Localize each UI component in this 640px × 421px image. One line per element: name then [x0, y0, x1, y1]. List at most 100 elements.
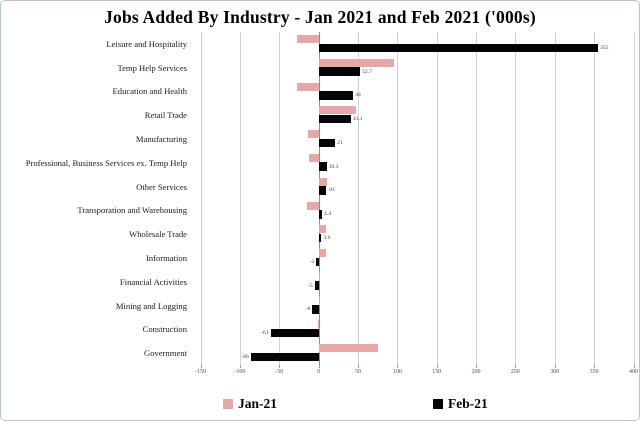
gridline	[515, 32, 517, 365]
category-label: Government	[144, 348, 187, 359]
jan-bar-4	[307, 130, 319, 139]
feb-bar-3	[318, 114, 351, 124]
jan-bar-13	[318, 344, 379, 353]
category-label: Manufacturing	[135, 134, 187, 145]
gridline	[476, 32, 478, 365]
category-label: Retail Trade	[144, 110, 187, 121]
category-label: Leisure and Hospitality	[106, 38, 187, 49]
chart-title: Jobs Added By Industry - Jan 2021 and Fe…	[104, 7, 536, 27]
x-axis-tick	[594, 365, 596, 368]
gridline	[357, 32, 359, 365]
x-tick-label: 150	[432, 369, 442, 375]
data-label: -3	[309, 258, 315, 265]
jan-bar-2	[296, 82, 319, 91]
category-label: Mining and Logging	[115, 300, 187, 311]
x-tick-label: 0	[317, 369, 321, 375]
feb-bar-7	[318, 210, 323, 219]
feb-bar-1	[318, 67, 361, 76]
x-axis-tick	[357, 365, 359, 368]
feb-bar-10	[314, 281, 319, 290]
gridline	[279, 32, 281, 365]
gridline	[554, 32, 556, 365]
category-label: Education and Health	[112, 86, 187, 97]
category-label: Construction	[142, 324, 187, 335]
x-axis-tick	[239, 365, 241, 368]
feb-bar-0	[318, 43, 599, 52]
x-axis-tick	[633, 365, 635, 368]
feb-bar-6	[318, 186, 327, 195]
jan-bar-5	[309, 153, 319, 162]
x-axis-tick	[436, 365, 438, 368]
data-label: 44	[355, 92, 361, 99]
data-label: 41.1	[352, 116, 363, 123]
feb-bar-5	[318, 162, 327, 171]
x-axis-tick	[476, 365, 478, 368]
data-label: 52.7	[362, 68, 372, 75]
jan-bar-0	[297, 35, 319, 43]
gridline	[633, 32, 635, 365]
x-axis-tick	[318, 365, 320, 368]
x-tick-label: -50	[275, 369, 284, 375]
x-tick-label: -150	[195, 369, 206, 375]
feb-bar-2	[318, 91, 354, 100]
x-tick-label: 100	[392, 369, 402, 375]
x-axis-tick	[515, 365, 517, 368]
x-tick-label: 350	[589, 369, 599, 375]
x-axis-tick	[200, 365, 202, 368]
category-label: Information	[145, 252, 187, 263]
x-tick-label: 200	[471, 369, 481, 375]
data-label: -5	[307, 282, 313, 289]
gridline	[594, 32, 596, 365]
feb-bar-11	[312, 305, 319, 314]
jan-bar-10	[318, 272, 320, 281]
jan-bar-3	[318, 106, 357, 115]
data-label: 355	[600, 44, 609, 51]
gridline	[436, 32, 438, 365]
x-axis-tick	[279, 365, 281, 368]
feb-bar-12	[270, 328, 319, 338]
feb-bar-4	[318, 138, 336, 148]
gridline	[239, 32, 241, 365]
feb-bar-13	[250, 352, 319, 362]
data-label: 21	[337, 139, 343, 146]
jan-bar-11	[318, 296, 320, 305]
x-tick-label: 300	[550, 369, 560, 375]
category-label: Financial Activities	[119, 276, 187, 287]
category-label: Other Services	[136, 181, 187, 192]
jan-bar-8	[318, 225, 326, 234]
legend-item-jan: Jan-21	[223, 396, 277, 412]
category-label: Wholesale Trade	[129, 229, 187, 240]
feb-bar-8	[318, 233, 322, 243]
zero-gridline	[318, 32, 320, 365]
category-label: Professional, Business Services ex. Temp…	[25, 157, 187, 168]
x-axis-tick	[554, 365, 556, 368]
x-tick-label: 400	[629, 369, 638, 375]
jan-bar-1	[318, 58, 395, 67]
gridline	[200, 32, 202, 365]
x-tick-label: 250	[510, 369, 520, 375]
jan-legend-swatch	[223, 399, 233, 409]
jan-legend-label: Jan-21	[238, 396, 278, 411]
data-label: 4.4	[324, 211, 332, 218]
data-label: 3.6	[323, 235, 331, 242]
feb-legend-swatch	[433, 399, 443, 409]
data-label: 10.3	[328, 163, 339, 170]
data-label: -8	[305, 306, 311, 313]
category-label: Temp Help Services	[117, 62, 187, 73]
feb-bar-9	[316, 257, 319, 267]
category-label: Transporation and Warehousing	[77, 205, 187, 216]
data-label: -86	[241, 353, 249, 360]
gridline	[397, 32, 399, 365]
x-axis-tick	[397, 365, 399, 368]
legend-item-feb: Feb-21	[433, 396, 488, 412]
x-tick-label: -100	[234, 369, 246, 375]
x-tick-label: 50	[354, 369, 361, 375]
data-label: 10	[328, 187, 335, 194]
jan-bar-7	[306, 201, 319, 210]
jan-bar-9	[318, 249, 326, 258]
data-label: -61	[261, 330, 269, 337]
jan-bar-6	[318, 177, 328, 186]
feb-legend-label: Feb-21	[448, 396, 488, 411]
